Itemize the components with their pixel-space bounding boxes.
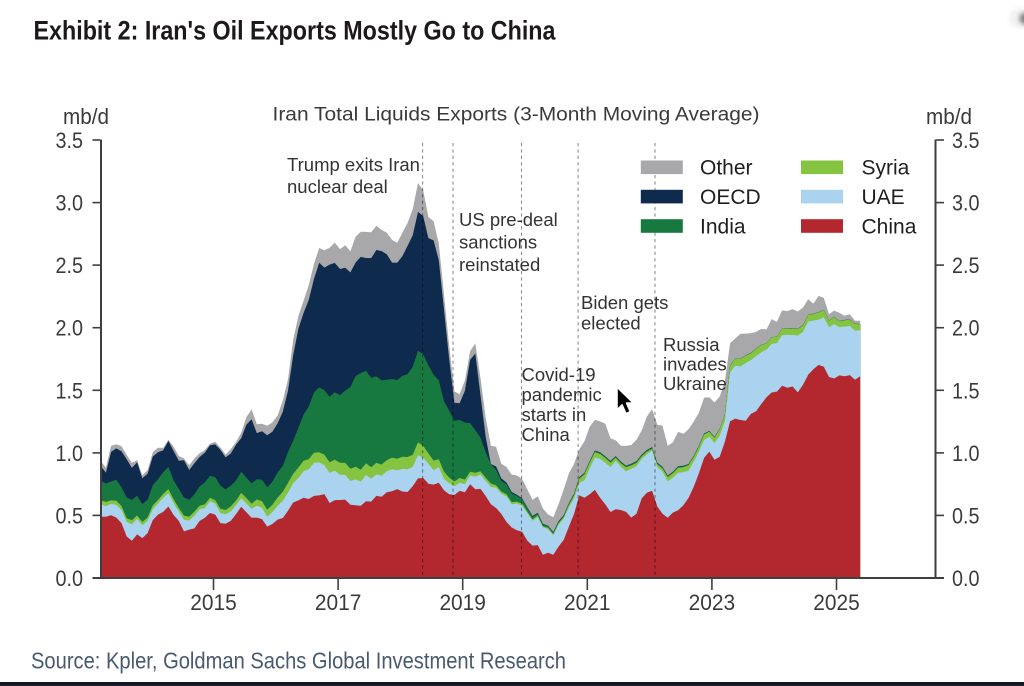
- svg-text:Syria: Syria: [862, 157, 910, 180]
- svg-text:0.5: 0.5: [952, 503, 980, 528]
- svg-text:3.5: 3.5: [952, 128, 980, 153]
- svg-text:2.5: 2.5: [952, 253, 980, 278]
- svg-text:0.0: 0.0: [56, 566, 84, 591]
- svg-text:2023: 2023: [689, 590, 736, 615]
- svg-text:Other: Other: [700, 157, 753, 180]
- svg-text:Ukraine: Ukraine: [663, 373, 727, 394]
- svg-text:invades: invades: [663, 354, 727, 375]
- svg-text:reinstated: reinstated: [459, 254, 540, 275]
- svg-text:3.0: 3.0: [952, 191, 980, 216]
- svg-text:US pre-deal: US pre-deal: [459, 209, 558, 230]
- svg-text:1.5: 1.5: [56, 378, 84, 403]
- svg-text:2.0: 2.0: [56, 316, 84, 341]
- svg-text:1.0: 1.0: [952, 441, 980, 466]
- svg-text:Biden gets: Biden gets: [581, 292, 668, 313]
- svg-text:UAE: UAE: [862, 186, 905, 209]
- svg-text:2.0: 2.0: [952, 316, 980, 341]
- svg-text:2025: 2025: [813, 590, 860, 615]
- svg-text:mb/d: mb/d: [63, 104, 109, 129]
- svg-text:2.5: 2.5: [56, 253, 84, 278]
- svg-text:3.5: 3.5: [56, 128, 84, 153]
- svg-text:3.0: 3.0: [56, 191, 84, 216]
- svg-text:1.0: 1.0: [56, 441, 84, 466]
- svg-text:sanctions: sanctions: [459, 232, 537, 253]
- svg-text:2021: 2021: [564, 590, 611, 615]
- svg-text:Trump exits Iran: Trump exits Iran: [287, 154, 420, 175]
- svg-text:pandemic: pandemic: [522, 384, 602, 405]
- svg-text:nuclear deal: nuclear deal: [287, 176, 388, 197]
- svg-text:Covid-19: Covid-19: [522, 364, 596, 385]
- svg-text:China: China: [862, 215, 917, 238]
- svg-text:0.5: 0.5: [56, 503, 84, 528]
- svg-text:Iran Total Liquids Exports (3-: Iran Total Liquids Exports (3-Month Movi…: [273, 105, 760, 126]
- svg-text:Exhibit 2: Iran's Oil Exports: Exhibit 2: Iran's Oil Exports Mostly Go …: [34, 16, 556, 46]
- svg-text:OECD: OECD: [700, 186, 761, 209]
- svg-text:elected: elected: [581, 313, 641, 334]
- svg-text:1.5: 1.5: [952, 378, 980, 403]
- svg-text:starts in: starts in: [522, 404, 587, 425]
- svg-text:Russia: Russia: [663, 334, 720, 355]
- svg-text:0.0: 0.0: [952, 566, 980, 591]
- svg-text:India: India: [700, 215, 746, 238]
- svg-text:mb/d: mb/d: [926, 104, 972, 129]
- svg-text:Source: Kpler, Goldman Sachs G: Source: Kpler, Goldman Sachs Global Inve…: [31, 648, 566, 674]
- svg-text:2017: 2017: [315, 590, 362, 615]
- svg-text:2019: 2019: [439, 590, 486, 615]
- svg-text:2015: 2015: [190, 590, 237, 615]
- svg-text:China: China: [522, 424, 571, 445]
